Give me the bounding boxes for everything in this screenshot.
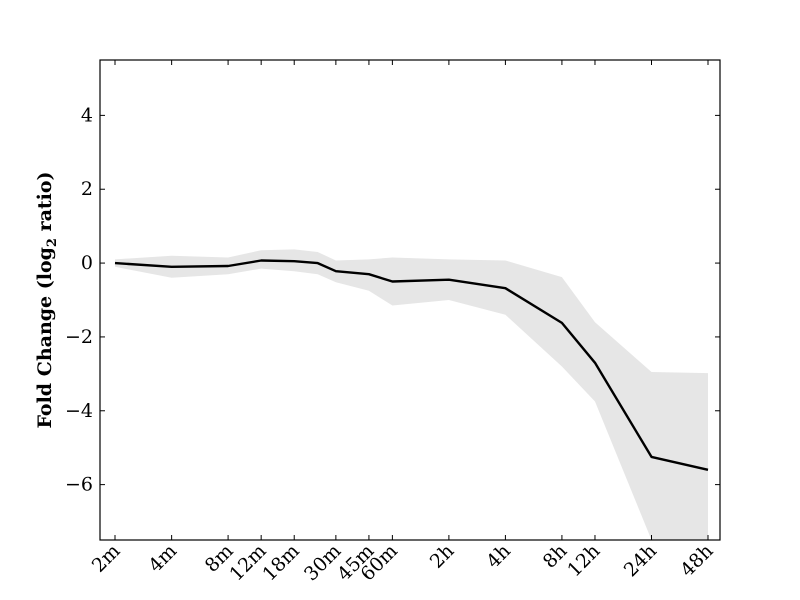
y-tick-label: 2 bbox=[81, 178, 93, 200]
x-tick-label: 12h bbox=[563, 540, 604, 581]
confidence-band bbox=[115, 249, 708, 540]
y-tick-label: −2 bbox=[65, 326, 93, 348]
x-tick-label: 2m bbox=[88, 540, 125, 577]
y-axis-label: Fold Change (log2 ratio) bbox=[34, 171, 60, 428]
x-tick-label: 4h bbox=[482, 540, 515, 573]
x-tick-label: 4m bbox=[144, 540, 181, 577]
x-tick-label: 12m bbox=[225, 540, 270, 585]
x-tick-label: 48h bbox=[676, 540, 717, 581]
y-tick-label: −6 bbox=[65, 474, 93, 496]
y-tick-label: −4 bbox=[65, 400, 93, 422]
x-tick-label: 18m bbox=[258, 540, 303, 585]
x-tick-label: 24h bbox=[620, 540, 661, 581]
series-line bbox=[114, 259, 709, 471]
x-tick-label: 30m bbox=[300, 540, 345, 585]
x-tick-label: 2h bbox=[426, 540, 459, 573]
y-tick-label: 0 bbox=[81, 252, 93, 274]
plot-frame bbox=[99, 59, 721, 541]
y-tick-label: 4 bbox=[81, 104, 93, 126]
